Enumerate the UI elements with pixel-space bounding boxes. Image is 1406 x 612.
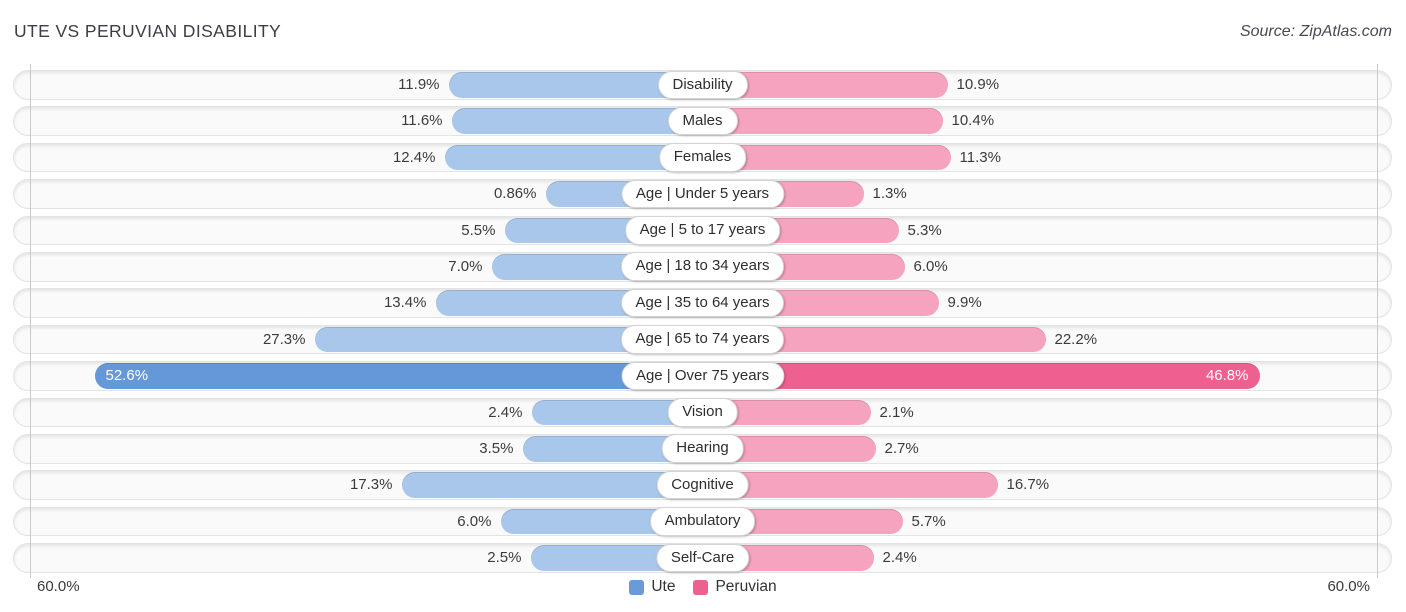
peruvian-value-label: 9.9% (947, 294, 982, 312)
ute-bar[interactable] (401, 472, 703, 498)
legend: Ute Peruvian (0, 576, 1406, 598)
left-axis-gridline (30, 64, 31, 578)
ute-value-label: 2.4% (488, 403, 523, 421)
ute-legend-swatch (629, 579, 645, 595)
peruvian-value-label: 10.9% (956, 76, 1000, 93)
ute-bar[interactable] (451, 108, 703, 134)
peruvian-value-label: 2.4% (882, 549, 917, 567)
ute-value-label: 17.3% (349, 476, 393, 494)
peruvian-bar[interactable] (702, 472, 998, 498)
ute-value-label: 13.4% (383, 294, 427, 312)
peruvian-value-label: 22.2% (1054, 330, 1098, 348)
chart-footer: 60.0% Ute Peruvian 60.0% (0, 576, 1406, 600)
category-pill: Age | 5 to 17 years (624, 216, 781, 245)
ute-value-label: 5.5% (461, 221, 496, 239)
peruvian-bar[interactable] (702, 108, 943, 134)
chart-title: UTE VS PERUVIAN DISABILITY (14, 21, 282, 41)
category-pill: Males (667, 106, 738, 136)
chart-row: 11.9% 10.9% Disability (13, 70, 1392, 100)
category-pill: Age | Over 75 years (620, 361, 785, 391)
chart-row: 2.4% 2.1% Vision (13, 397, 1392, 428)
peruvian-value-label: 6.0% (913, 257, 948, 275)
peruvian-value-label: 10.4% (951, 112, 995, 130)
peruvian-value-label: 46.8% (1205, 367, 1249, 385)
chart-row: 12.4% 11.3% Females (13, 142, 1392, 173)
peruvian-value-label: 2.7% (884, 439, 919, 457)
chart-row: 0.86% 1.3% Age | Under 5 years (13, 179, 1392, 209)
peruvian-value-label: 5.3% (907, 221, 942, 239)
x-axis-max-left-label: 60.0% (37, 578, 80, 595)
legend-item-ute[interactable]: Ute (629, 578, 675, 596)
ute-value-label: 12.4% (392, 148, 436, 166)
chart-row: 13.4% 9.9% Age | 35 to 64 years (13, 288, 1392, 318)
chart-row: 11.6% 10.4% Males (13, 106, 1392, 136)
peruvian-legend-label: Peruvian (715, 578, 777, 595)
source-credit: Source: ZipAtlas.com (1239, 23, 1392, 40)
peruvian-value-label: 1.3% (872, 185, 907, 203)
peruvian-value-label: 2.1% (879, 403, 914, 421)
chart-row: 3.5% 2.7% Hearing (13, 433, 1392, 464)
ute-value-label: 11.6% (401, 112, 443, 130)
ute-value-label: 2.5% (487, 549, 522, 567)
category-pill: Self-Care (655, 543, 750, 573)
peruvian-value-label: 11.3% (959, 148, 1001, 166)
ute-value-label: 3.5% (479, 439, 514, 457)
ute-legend-label: Ute (651, 578, 676, 595)
peruvian-value-label: 16.7% (1006, 476, 1050, 494)
right-axis-gridline (1377, 64, 1378, 578)
category-pill: Age | 18 to 34 years (620, 252, 785, 281)
ute-value-label: 0.86% (493, 185, 537, 203)
category-pill: Cognitive (656, 470, 749, 500)
ute-value-label: 7.0% (448, 257, 483, 275)
category-pill: Age | 65 to 74 years (620, 325, 785, 354)
chart-row: 2.5% 2.4% Self-Care (13, 543, 1392, 573)
ute-bar[interactable] (94, 363, 703, 389)
category-pill: Disability (657, 70, 748, 99)
peruvian-legend-swatch (693, 579, 709, 595)
category-pill: Age | Under 5 years (620, 179, 785, 209)
chart-row: 27.3% 22.2% Age | 65 to 74 years (13, 324, 1392, 355)
peruvian-bar[interactable] (702, 363, 1260, 389)
x-axis-max-right-label: 60.0% (1327, 578, 1370, 595)
ute-value-label: 27.3% (262, 330, 306, 348)
category-pill: Hearing (661, 434, 744, 463)
ute-value-label: 11.9% (398, 76, 440, 93)
chart-row: 5.5% 5.3% Age | 5 to 17 years (13, 215, 1392, 246)
category-pill: Ambulatory (649, 507, 756, 536)
category-pill: Age | 35 to 64 years (620, 288, 785, 318)
peruvian-value-label: 5.7% (911, 512, 946, 530)
chart-row: 6.0% 5.7% Ambulatory (13, 506, 1392, 537)
chart-row: 7.0% 6.0% Age | 18 to 34 years (13, 251, 1392, 282)
category-pill: Vision (667, 398, 738, 427)
chart-row: 17.3% 16.7% Cognitive (13, 470, 1392, 500)
legend-item-peruvian[interactable]: Peruvian (693, 578, 777, 596)
category-pill: Females (658, 143, 747, 172)
chart-rows: 11.9% 10.9% Disability 11.6% 10.4% Males 12.4%… (13, 70, 1392, 573)
ute-value-label: 6.0% (457, 512, 492, 530)
ute-value-label: 52.6% (105, 367, 149, 385)
chart-row: 52.6% 46.8% Age | Over 75 years (13, 361, 1392, 391)
